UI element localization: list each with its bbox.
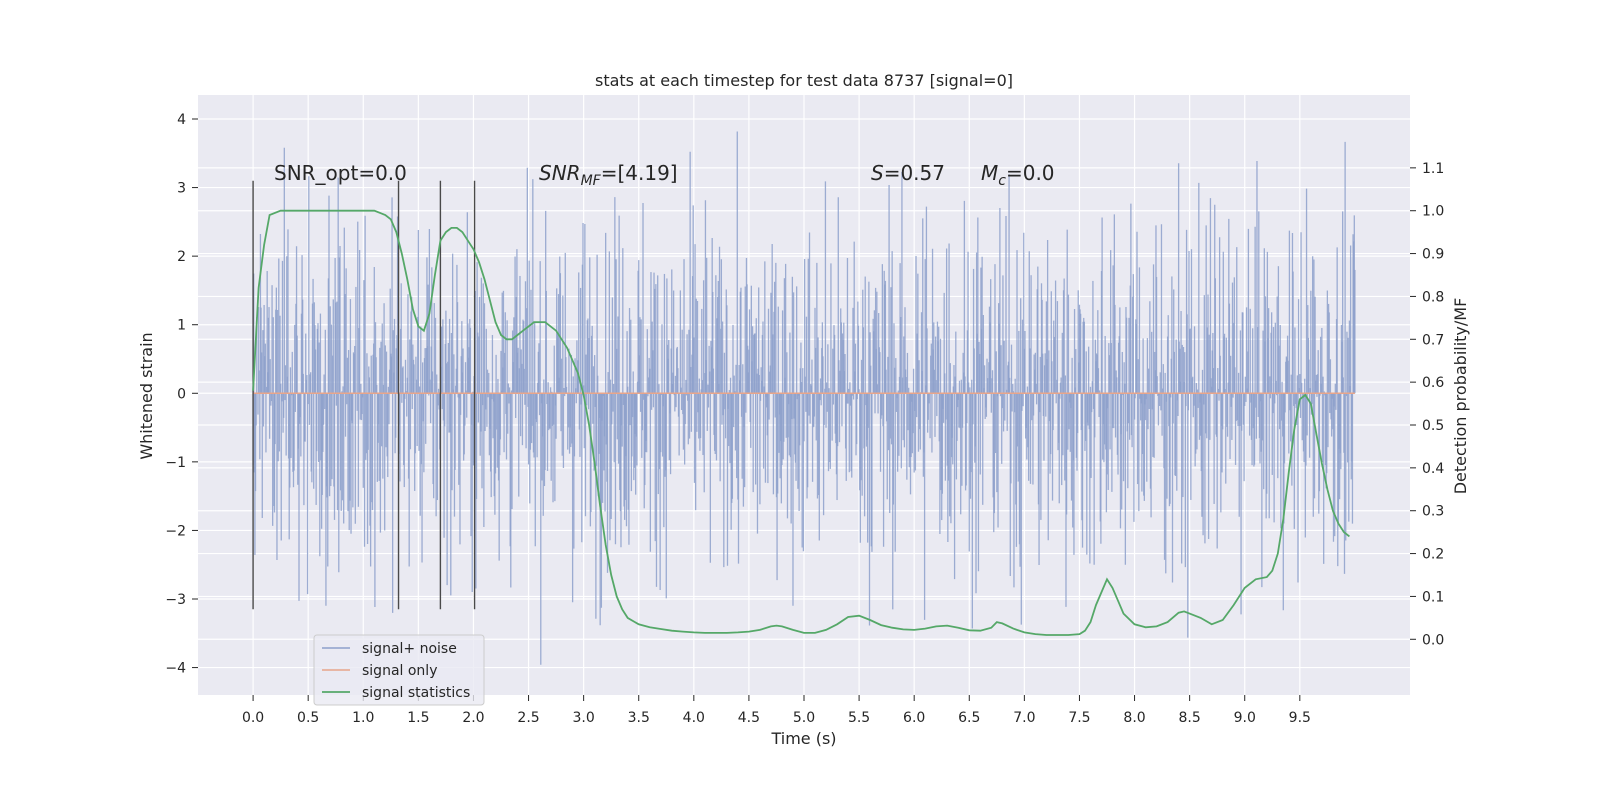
right-tick-label-11: 1.1	[1422, 161, 1444, 177]
legend-label-signal-statistics: signal statistics	[362, 685, 470, 701]
right-tick-label-3: 0.3	[1422, 504, 1444, 520]
x-tick-label-11: 5.5	[848, 710, 870, 726]
right-tick-label-8: 0.8	[1422, 289, 1444, 305]
annotation-snr-opt: SNR_opt=0.0	[274, 161, 407, 185]
right-tick-label-6: 0.6	[1422, 375, 1444, 391]
annotation-snr-mf-label: SNR	[539, 161, 581, 185]
x-tick-label-19: 9.5	[1289, 710, 1311, 726]
left-y-axis: −4 −3 −2 −1 0 1 2 3 4	[165, 112, 198, 677]
right-tick-label-9: 0.9	[1422, 247, 1444, 263]
x-tick-label-12: 6.0	[903, 710, 925, 726]
annotation-mc: Mc=0.0	[981, 161, 1055, 189]
x-tick-label-5: 2.5	[517, 710, 539, 726]
x-tick-label-7: 3.5	[628, 710, 650, 726]
left-tick-label-0: −4	[165, 661, 186, 677]
x-axis-label: Time (s)	[770, 729, 836, 748]
x-tick-label-17: 8.5	[1179, 710, 1201, 726]
left-tick-label-3: −1	[165, 455, 186, 471]
x-tick-label-0: 0.0	[242, 710, 264, 726]
signal-statistics-series	[252, 209, 1350, 636]
x-tick-label-16: 8.0	[1123, 710, 1145, 726]
x-tick-label-13: 6.5	[958, 710, 980, 726]
y-axis-label: Whitened strain	[137, 332, 156, 459]
signal-noise-series	[252, 131, 1356, 665]
x-tick-label-18: 9.0	[1234, 710, 1256, 726]
right-y-axis: 0.0 0.1 0.2 0.3 0.4 0.5 0.6 0.7 0.8 0.9 1.0 1.1	[1410, 161, 1444, 648]
annotation-snr-mf-value: =[4.19]	[601, 161, 678, 185]
x-tick-label-14: 7.0	[1013, 710, 1035, 726]
right-tick-label-10: 1.0	[1422, 204, 1444, 220]
legend-label-signal-only: signal only	[362, 663, 437, 679]
left-tick-label-1: −3	[165, 592, 186, 608]
legend-label-signal-noise: signal+ noise	[362, 641, 457, 657]
annotation-snr-mf: SNRMF=[4.19]	[539, 161, 678, 189]
x-tick-label-6: 3.0	[573, 710, 595, 726]
x-tick-label-15: 7.5	[1068, 710, 1090, 726]
annotation-s-value: =0.57	[884, 161, 945, 185]
annotation-mc-value: =0.0	[1006, 161, 1055, 185]
x-tick-label-4: 2.0	[462, 710, 484, 726]
x-tick-label-8: 4.0	[683, 710, 705, 726]
x-axis: 0.0 0.5 1.0 1.5 2.0 2.5 3.0 3.5 4.0 4.5 5.0 5.5 6.0 6…	[242, 695, 1311, 726]
right-tick-label-4: 0.4	[1422, 461, 1444, 477]
chart-title: stats at each timestep for test data 873…	[595, 71, 1013, 90]
left-tick-label-5: 1	[177, 318, 186, 334]
right-tick-label-5: 0.5	[1422, 418, 1444, 434]
right-tick-label-1: 0.1	[1422, 589, 1444, 605]
left-tick-label-4: 0	[177, 386, 186, 402]
x-tick-label-3: 1.5	[407, 710, 429, 726]
y2-axis-label: Detection probability/MF	[1451, 298, 1470, 495]
x-tick-label-10: 5.0	[793, 710, 815, 726]
annotation-mc-sub: c	[998, 173, 1006, 189]
right-tick-label-7: 0.7	[1422, 332, 1444, 348]
x-tick-label-2: 1.0	[352, 710, 374, 726]
left-tick-label-8: 4	[177, 112, 186, 128]
annotation-mc-label: M	[981, 161, 998, 185]
right-tick-label-2: 0.2	[1422, 547, 1444, 563]
x-tick-label-9: 4.5	[738, 710, 760, 726]
annotation-s-label: S	[871, 161, 884, 185]
annotation-s: S=0.57	[871, 161, 945, 185]
x-tick-label-1: 0.5	[297, 710, 319, 726]
legend: signal+ noise signal only signal statist…	[313, 634, 485, 706]
left-tick-label-2: −2	[165, 523, 186, 539]
left-tick-label-6: 2	[177, 249, 186, 265]
legend-box	[313, 634, 485, 706]
right-tick-label-0: 0.0	[1422, 632, 1444, 648]
annotation-snr-mf-sub: MF	[581, 173, 602, 189]
left-tick-label-7: 3	[177, 181, 186, 197]
